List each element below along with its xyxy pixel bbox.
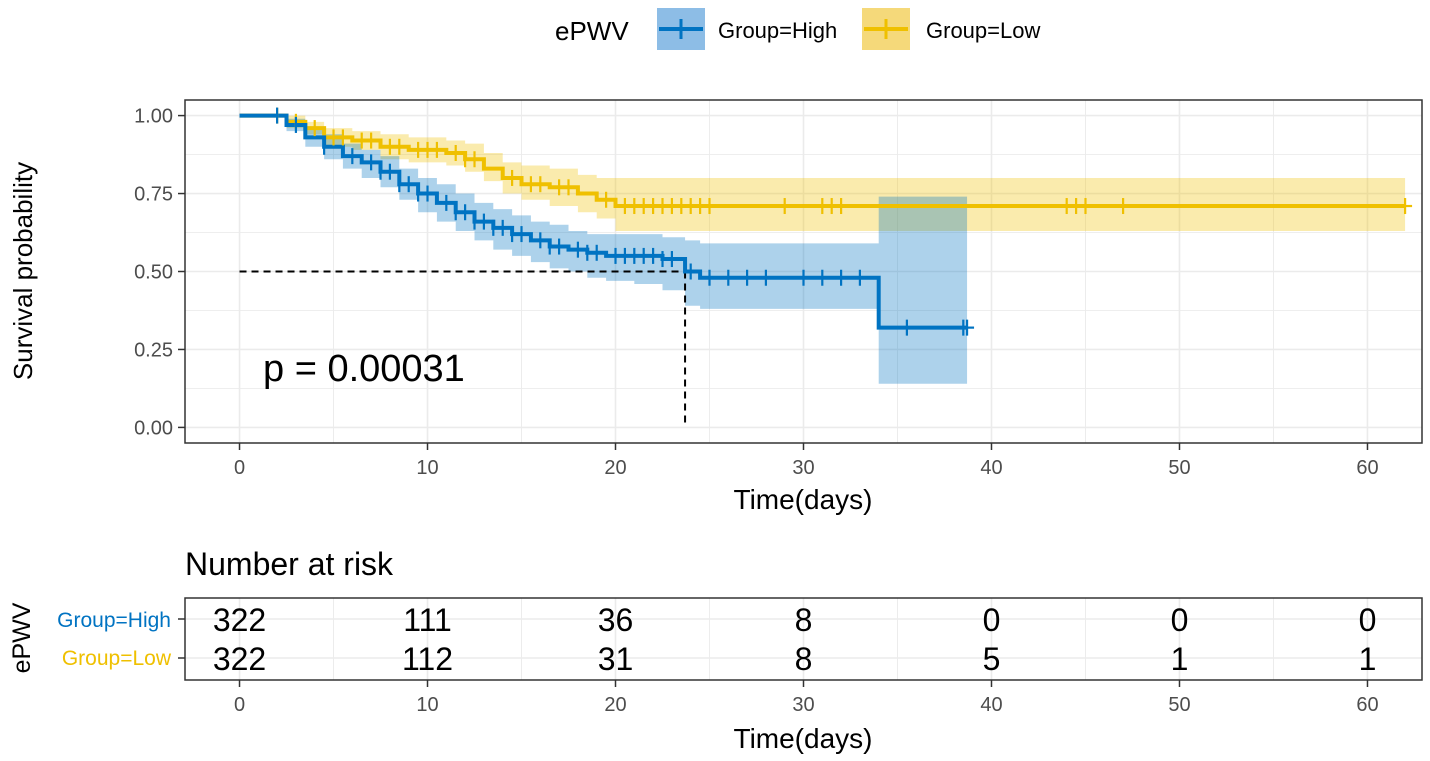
risk-x-tick-label: 10 (416, 694, 438, 716)
risk-value: 322 (213, 641, 266, 677)
risk-row-label-high: Group=High (57, 609, 171, 632)
x-tick-label: 30 (792, 457, 814, 479)
risk-x-tick-label: 0 (234, 694, 245, 716)
risk-value: 1 (1359, 641, 1377, 677)
risk-row-label-low: Group=Low (62, 647, 172, 670)
risk-table-title: Number at risk (185, 546, 394, 582)
x-tick-label: 60 (1356, 457, 1378, 479)
median-lines (239, 270, 687, 428)
y-axis-label: Survival probability (8, 162, 38, 380)
risk-value: 111 (403, 602, 452, 638)
censor-marks (276, 107, 1413, 336)
risk-x-tick-label: 60 (1356, 694, 1378, 716)
risk-table-y-label: ePWV (8, 602, 36, 673)
risk-value: 36 (598, 602, 634, 638)
risk-table-x-label: Time(days) (734, 723, 873, 754)
legend-label-high: Group=High (718, 18, 837, 43)
risk-value: 8 (795, 641, 813, 677)
risk-value: 0 (1359, 602, 1377, 638)
risk-table-values: 322 111 36 8 0 0 0 322 112 31 8 5 1 1 (178, 602, 1376, 677)
legend: ePWV Group=High Group=Low (555, 8, 1040, 50)
risk-value: 31 (598, 641, 634, 677)
y-tick-label: 0.50 (134, 262, 173, 284)
legend-label-low: Group=Low (926, 18, 1040, 43)
x-tick-label: 20 (604, 457, 626, 479)
x-tick-label: 40 (980, 457, 1002, 479)
risk-x-tick-label: 40 (980, 694, 1002, 716)
risk-value: 1 (1171, 641, 1189, 677)
risk-value: 0 (1171, 602, 1189, 638)
x-axis-ticks: 0 10 20 30 40 50 60 (234, 443, 1379, 479)
risk-value: 0 (983, 602, 1001, 638)
y-tick-label: 0.25 (134, 339, 173, 361)
risk-table-x-ticks: 0 10 20 30 40 50 60 (234, 680, 1379, 716)
confidence-band-high (239, 115, 968, 384)
x-axis-label: Time(days) (734, 484, 873, 515)
risk-x-tick-label: 50 (1168, 694, 1190, 716)
risk-x-tick-label: 20 (604, 694, 626, 716)
y-tick-label: 0.00 (134, 417, 173, 439)
risk-value: 5 (983, 641, 1001, 677)
legend-title: ePWV (555, 16, 629, 46)
y-axis-ticks: 0.00 0.25 0.50 0.75 1.00 (134, 106, 185, 439)
x-tick-label: 10 (416, 457, 438, 479)
survival-plot: 0.00 0.25 0.50 0.75 1.00 0 10 20 30 40 50 60 p = 0… (8, 99, 1423, 515)
x-tick-label: 50 (1168, 457, 1190, 479)
x-tick-label: 0 (234, 457, 245, 479)
risk-value: 322 (213, 602, 266, 638)
p-value-annotation: p = 0.00031 (263, 348, 465, 390)
y-tick-label: 0.75 (134, 184, 173, 206)
risk-value: 8 (795, 602, 813, 638)
y-tick-label: 1.00 (134, 106, 173, 128)
risk-value: 112 (402, 641, 453, 677)
risk-table-grid (185, 598, 1422, 680)
risk-x-tick-label: 30 (792, 694, 814, 716)
